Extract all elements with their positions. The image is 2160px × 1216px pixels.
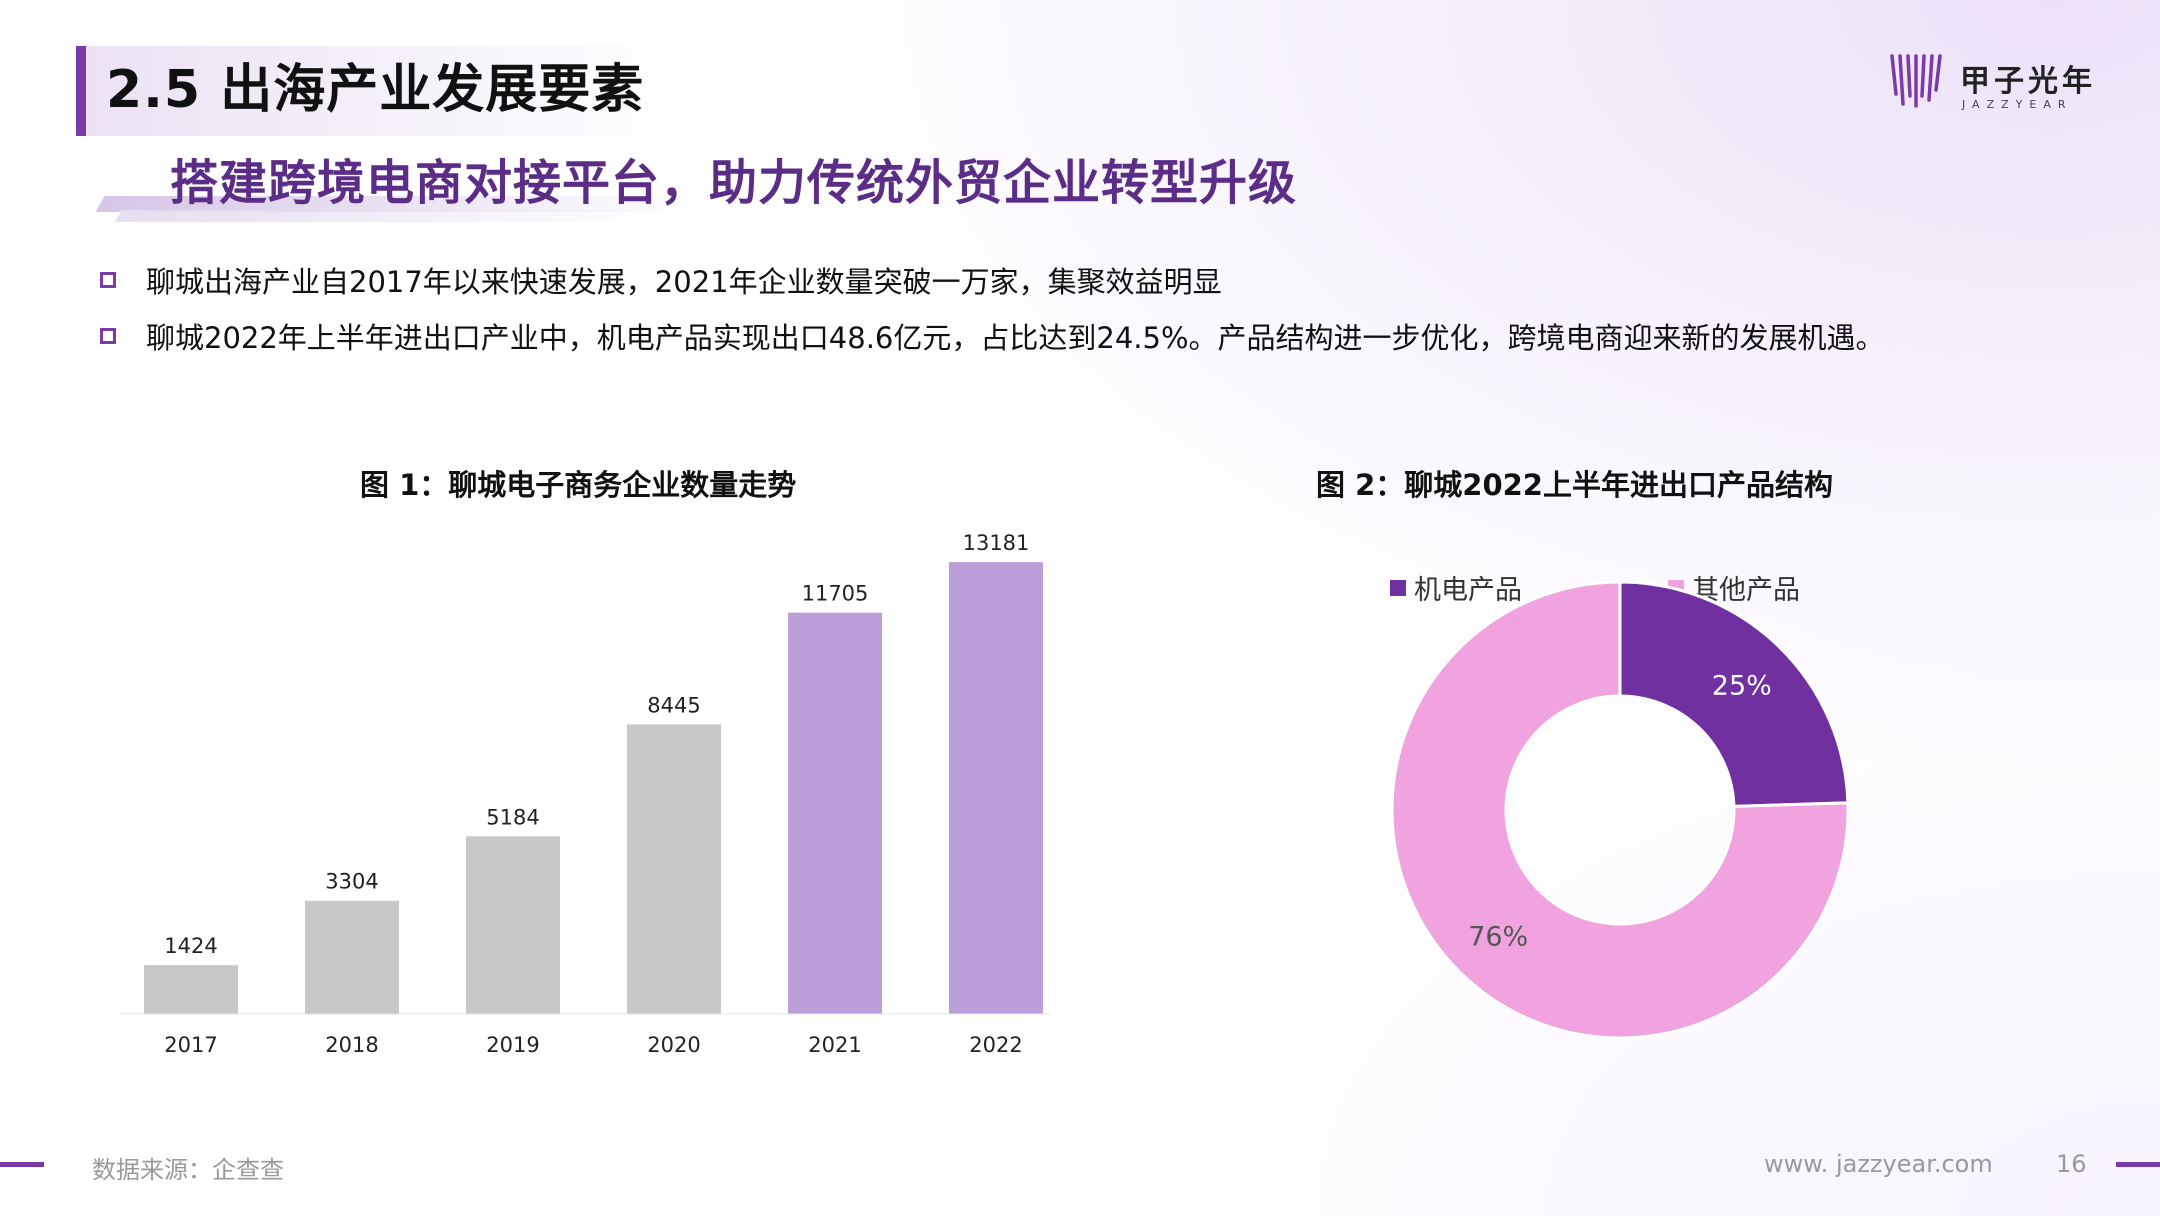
logo-subtext: JAZZYEAR [1962, 98, 2073, 111]
bar-2021 [788, 612, 882, 1014]
footer-url: www. jazzyear.com [1764, 1150, 1993, 1178]
page-title: 2.5 出海产业发展要素 [106, 60, 645, 120]
bar-2017 [144, 965, 238, 1014]
bullet-item: 聊城2022年上半年进出口产业中，机电产品实现出口48.6亿元，占比达到24.5… [100, 308, 1885, 364]
data-label-2019: 5184 [486, 805, 539, 829]
footer-accent-left [0, 1162, 44, 1167]
bullet-square-icon [100, 328, 116, 344]
bullet-list: 聊城出海产业自2017年以来快速发展，2021年企业数量突破一万家，集聚效益明显… [100, 252, 1885, 364]
logo-mark-icon [1890, 54, 1942, 108]
legend-label: 机电产品 [1414, 575, 1522, 606]
x-tick-2019: 2019 [486, 1033, 539, 1057]
bar-2018 [305, 900, 399, 1014]
donut-chart-title: 图 2：聊城2022上半年进出口产品结构 [1316, 468, 1833, 502]
bullet-text: 聊城出海产业自2017年以来快速发展，2021年企业数量突破一万家，集聚效益明显 [146, 265, 1222, 299]
x-tick-2021: 2021 [808, 1033, 861, 1057]
brand-logo: 甲子光年 JAZZYEAR [1886, 50, 2092, 122]
logo-text: 甲子光年 [1960, 64, 2096, 99]
data-label-2018: 3304 [325, 870, 378, 894]
data-label-2021: 11705 [802, 582, 869, 606]
data-label-2017: 1424 [164, 934, 217, 958]
x-tick-2017: 2017 [164, 1033, 217, 1057]
title-background [86, 46, 706, 136]
legend-swatch [1390, 579, 1406, 596]
slice-label-1: 76% [1468, 922, 1528, 953]
data-source: 数据来源：企查查 [92, 1156, 284, 1184]
bullet-item: 聊城出海产业自2017年以来快速发展，2021年企业数量突破一万家，集聚效益明显 [100, 252, 1885, 308]
bar-2020 [627, 724, 721, 1014]
legend-item-electromech: 机电产品 [1390, 568, 1522, 607]
x-tick-2018: 2018 [325, 1033, 378, 1057]
bar-chart-title: 图 1：聊城电子商务企业数量走势 [360, 468, 797, 502]
donut-chart: 25% 76% [1390, 580, 1850, 1040]
bar-2019 [466, 836, 560, 1014]
footer-accent-right [2116, 1162, 2160, 1167]
x-tick-2022: 2022 [969, 1033, 1022, 1057]
slice-label-0: 25% [1712, 670, 1772, 701]
bullet-text: 聊城2022年上半年进出口产业中，机电产品实现出口48.6亿元，占比达到24.5… [146, 321, 1885, 355]
bar-2022 [949, 562, 1043, 1014]
x-tick-2020: 2020 [647, 1033, 700, 1057]
slice-1 [1390, 580, 1850, 1040]
page-number: 16 [2056, 1150, 2087, 1178]
page-subtitle: 搭建跨境电商对接平台，助力传统外贸企业转型升级 [170, 155, 1298, 211]
data-label-2022: 13181 [963, 531, 1030, 555]
slice-0 [1618, 580, 1850, 808]
title-accent-bar [76, 46, 86, 136]
bar-chart: 1424 2017 3304 2018 5184 2019 8445 2020 11705 202… [120, 531, 1050, 1057]
data-label-2020: 8445 [647, 693, 700, 717]
bullet-square-icon [100, 272, 116, 288]
